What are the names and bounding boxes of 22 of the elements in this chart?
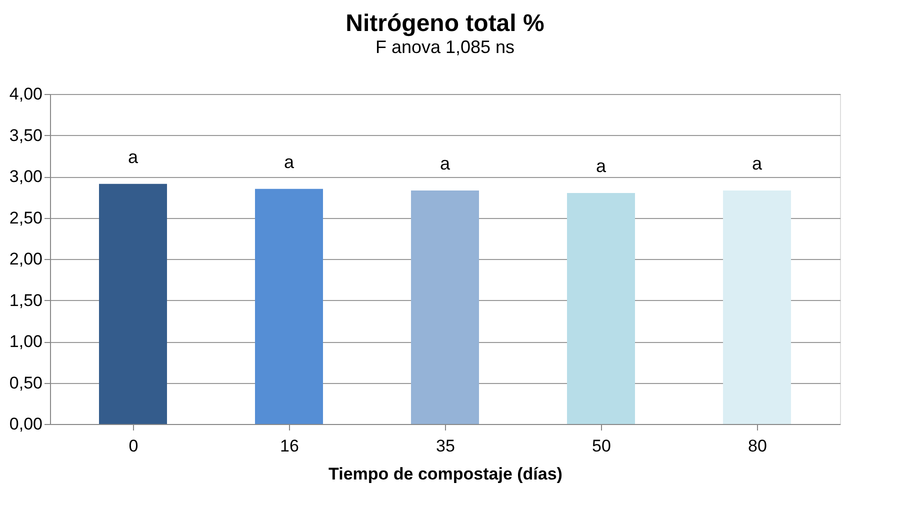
y-tick-label: 0,00	[9, 414, 42, 434]
y-tick-label: 1,00	[9, 332, 42, 351]
x-axis-title: Tiempo de compostaje (días)	[328, 464, 562, 484]
annotation: a	[440, 154, 451, 174]
y-tick-label: 3,00	[9, 167, 42, 186]
y-tick-label: 2,50	[9, 208, 42, 228]
chart-title: Nitrógeno total %	[346, 10, 544, 37]
y-tick-label: 4,00	[9, 84, 42, 104]
x-tick-label: 0	[128, 436, 138, 456]
annotation: a	[284, 152, 295, 172]
y-tick-label: 0,50	[9, 373, 42, 392]
y-tick-label: 3,50	[9, 126, 42, 145]
y-tick-label: 2,00	[9, 250, 42, 268]
x-tick-label: 16	[280, 436, 299, 456]
annotation: a	[752, 154, 763, 174]
x-tick-label: 80	[748, 436, 767, 456]
annotation: a	[596, 156, 607, 176]
chart-subtitle: F anova 1,085 ns	[375, 37, 515, 57]
annotation: a	[128, 146, 139, 167]
x-tick-label: 35	[436, 436, 455, 456]
y-tick-label: 1,50	[9, 290, 42, 310]
x-tick-label: 50	[592, 436, 611, 456]
